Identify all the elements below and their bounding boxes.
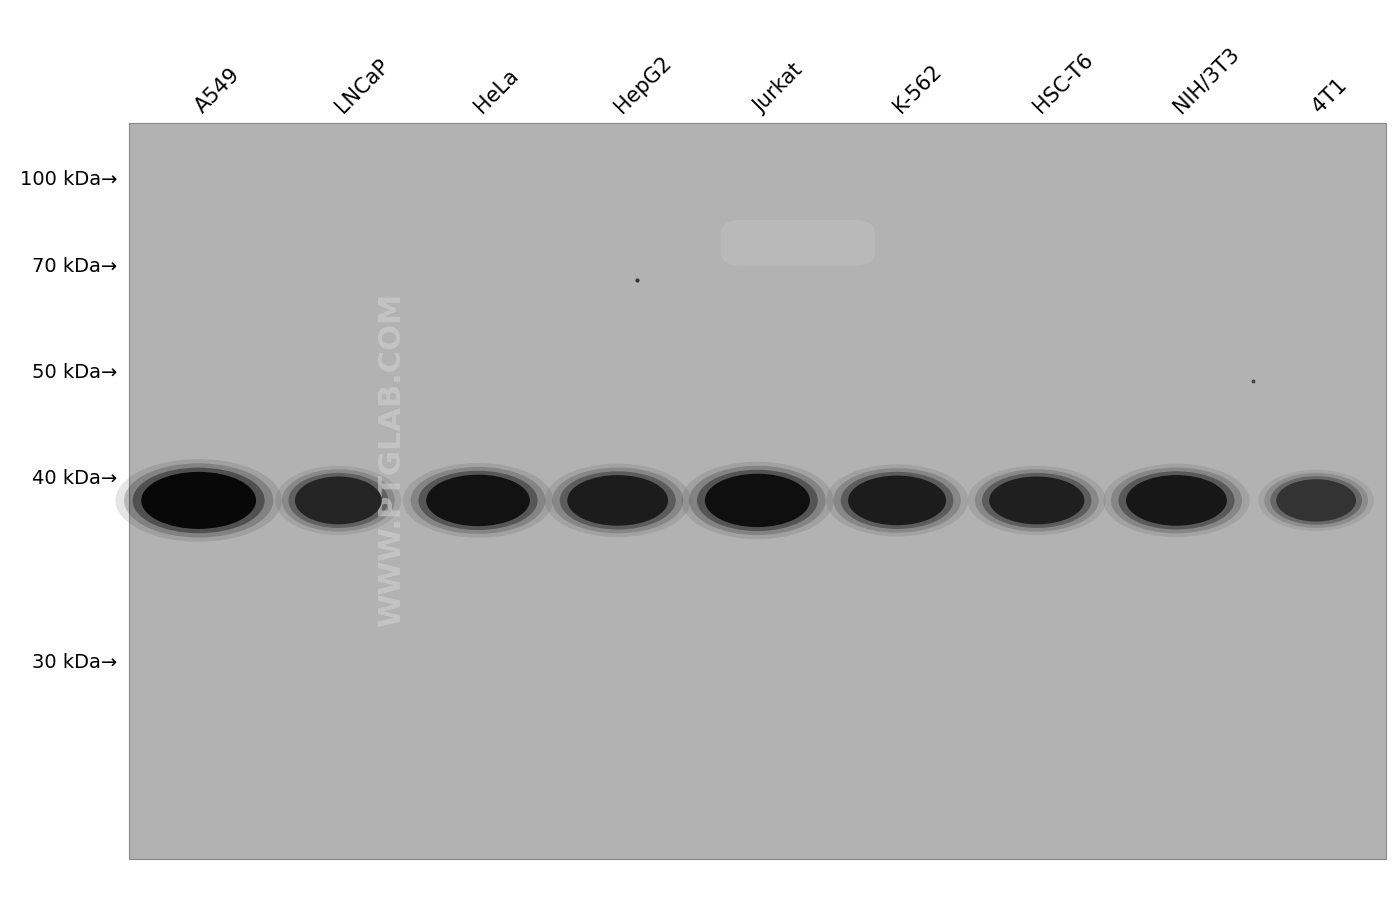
Text: HSC-T6: HSC-T6 xyxy=(1030,50,1098,117)
Text: 70 kDa→: 70 kDa→ xyxy=(32,257,118,276)
Ellipse shape xyxy=(125,464,273,538)
Ellipse shape xyxy=(403,463,553,539)
Ellipse shape xyxy=(1270,477,1362,525)
Ellipse shape xyxy=(141,472,256,529)
Text: 30 kDa→: 30 kDa→ xyxy=(32,652,118,671)
Text: 40 kDa→: 40 kDa→ xyxy=(32,469,118,487)
Text: K-562: K-562 xyxy=(890,61,946,117)
Ellipse shape xyxy=(1264,473,1368,528)
Text: LNCaP: LNCaP xyxy=(332,55,393,117)
Ellipse shape xyxy=(1277,480,1357,522)
Text: 4T1: 4T1 xyxy=(1309,74,1351,117)
Ellipse shape xyxy=(990,477,1085,525)
Ellipse shape xyxy=(833,469,960,533)
Ellipse shape xyxy=(115,460,281,542)
Ellipse shape xyxy=(276,466,402,536)
Ellipse shape xyxy=(697,471,818,531)
Ellipse shape xyxy=(560,471,676,530)
Ellipse shape xyxy=(848,476,946,526)
Ellipse shape xyxy=(706,474,809,528)
Ellipse shape xyxy=(410,468,546,534)
Ellipse shape xyxy=(133,468,265,534)
Text: HepG2: HepG2 xyxy=(610,52,675,117)
Ellipse shape xyxy=(826,465,969,537)
Ellipse shape xyxy=(689,466,826,536)
Text: 100 kDa→: 100 kDa→ xyxy=(20,170,118,188)
Ellipse shape xyxy=(1259,471,1373,531)
Ellipse shape xyxy=(426,475,529,527)
FancyBboxPatch shape xyxy=(721,221,875,267)
Text: NIH/3T3: NIH/3T3 xyxy=(1169,43,1243,117)
Bar xyxy=(129,124,1386,859)
Ellipse shape xyxy=(295,477,382,525)
Ellipse shape xyxy=(567,476,668,526)
Text: HeLa: HeLa xyxy=(470,65,522,117)
Text: 50 kDa→: 50 kDa→ xyxy=(32,363,118,381)
Text: A549: A549 xyxy=(192,64,244,117)
Ellipse shape xyxy=(552,468,683,534)
Ellipse shape xyxy=(419,471,538,530)
Ellipse shape xyxy=(682,462,833,539)
Ellipse shape xyxy=(1103,464,1250,538)
Text: WWW.PTGLAB.COM: WWW.PTGLAB.COM xyxy=(378,292,406,627)
Ellipse shape xyxy=(981,473,1092,528)
Ellipse shape xyxy=(967,466,1106,536)
Text: Jurkat: Jurkat xyxy=(750,60,808,117)
Ellipse shape xyxy=(974,470,1099,532)
Ellipse shape xyxy=(1126,476,1226,526)
Ellipse shape xyxy=(281,470,395,532)
Ellipse shape xyxy=(288,473,388,528)
Ellipse shape xyxy=(1119,471,1235,530)
Ellipse shape xyxy=(841,472,953,529)
Ellipse shape xyxy=(1112,468,1242,534)
Ellipse shape xyxy=(545,464,690,538)
